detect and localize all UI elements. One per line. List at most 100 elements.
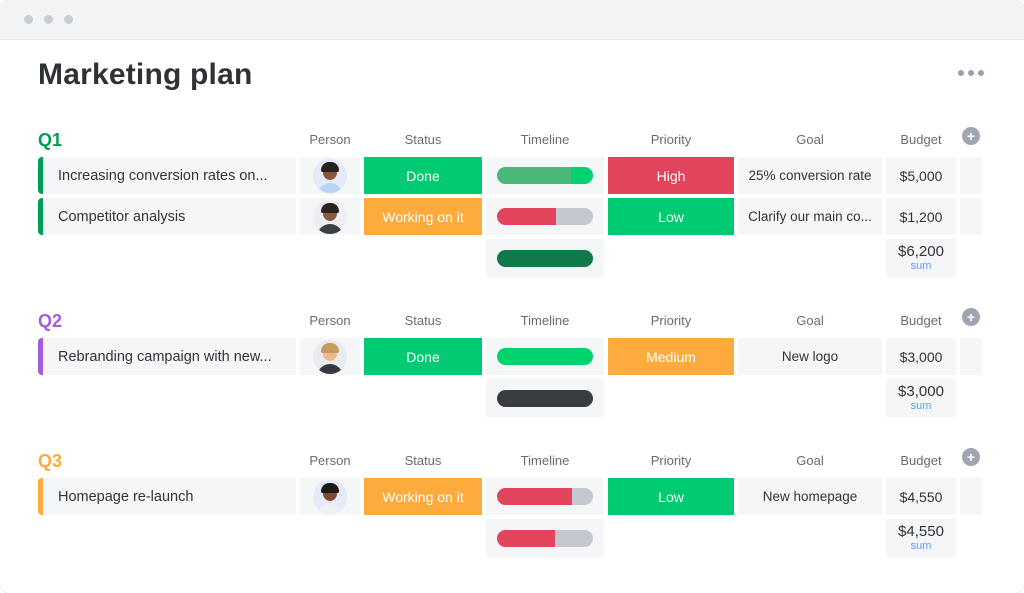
group-header-row: Q1 Person Status Timeline Priority Goal … (38, 122, 984, 150)
column-header-priority: Priority (650, 453, 692, 468)
priority-cell[interactable]: Medium (608, 338, 734, 375)
plus-icon: + (966, 448, 976, 465)
add-column-button[interactable]: + (962, 307, 980, 326)
person-cell[interactable] (300, 478, 360, 515)
timeline-cell[interactable] (486, 157, 604, 194)
column-header-timeline: Timeline (520, 132, 570, 147)
status-cell[interactable]: Done (364, 157, 482, 194)
task-name: Rebranding campaign with new... (58, 348, 272, 365)
empty-cell (960, 157, 982, 194)
task-row[interactable]: Homepage re-launch Working on it Low New… (38, 478, 984, 515)
ellipsis-dot-icon (958, 70, 964, 76)
task-name-cell[interactable]: Homepage re-launch (38, 478, 296, 515)
avatar (313, 339, 347, 374)
timeline-cell[interactable] (486, 338, 604, 375)
column-header-priority: Priority (650, 132, 692, 147)
column-header-status: Status (404, 132, 442, 147)
priority-cell[interactable]: High (608, 157, 734, 194)
timeline-cell[interactable] (486, 478, 604, 515)
timeline-summary-cell[interactable] (486, 519, 604, 557)
avatar-body (317, 223, 343, 234)
empty-cell (960, 478, 982, 515)
task-name-cell[interactable]: Rebranding campaign with new... (38, 338, 296, 375)
budget-cell[interactable]: $3,000 (886, 338, 956, 375)
budget-sum-value: $4,550 (898, 522, 944, 540)
budget-sum-value: $6,200 (898, 242, 944, 260)
person-cell[interactable] (300, 198, 360, 235)
ellipsis-dot-icon (968, 70, 974, 76)
timeline-summary-bar (497, 529, 593, 547)
window-titlebar (0, 0, 1024, 40)
person-cell[interactable] (300, 157, 360, 194)
column-header-priority: Priority (650, 313, 692, 328)
goal-cell[interactable]: 25% conversion rate (738, 157, 882, 194)
task-name: Homepage re-launch (58, 488, 194, 505)
plus-icon: + (966, 308, 976, 325)
goal-cell[interactable]: New logo (738, 338, 882, 375)
column-header-budget: Budget (900, 313, 942, 328)
status-cell[interactable]: Done (364, 338, 482, 375)
avatar-hair (321, 482, 339, 493)
status-cell[interactable]: Working on it (364, 478, 482, 515)
board-menu-button[interactable] (958, 70, 984, 76)
column-header-goal: Goal (796, 132, 824, 147)
goal-cell[interactable]: Clarify our main co... (738, 198, 882, 235)
group-summary-row: $3,000 sum (38, 379, 984, 417)
budget-cell[interactable]: $5,000 (886, 157, 956, 194)
timeline-summary-bar (497, 389, 593, 407)
priority-cell[interactable]: Low (608, 478, 734, 515)
avatar-body (317, 182, 343, 193)
budget-cell[interactable]: $1,200 (886, 198, 956, 235)
timeline-bar (497, 167, 593, 184)
budget-sum-cell[interactable]: $4,550 sum (886, 519, 956, 557)
timeline-bar (497, 348, 593, 365)
column-header-budget: Budget (900, 453, 942, 468)
column-header-person: Person (309, 453, 351, 468)
group-header-row: Q3 Person Status Timeline Priority Goal … (38, 443, 984, 471)
budget-cell[interactable]: $4,550 (886, 478, 956, 515)
sum-label: sum (910, 540, 932, 553)
add-column-button[interactable]: + (962, 447, 980, 466)
status-cell[interactable]: Working on it (364, 198, 482, 235)
goal-cell[interactable]: New homepage (738, 478, 882, 515)
task-name-cell[interactable]: Increasing conversion rates on... (38, 157, 296, 194)
avatar-hair (321, 342, 339, 353)
group-q2: Q2 Person Status Timeline Priority Goal … (38, 303, 984, 417)
avatar (313, 479, 347, 514)
column-header-person: Person (309, 132, 351, 147)
timeline-summary-cell[interactable] (486, 239, 604, 277)
timeline-summary-bar (497, 249, 593, 267)
group-title[interactable]: Q1 (38, 130, 63, 150)
task-name-cell[interactable]: Competitor analysis (38, 198, 296, 235)
task-row[interactable]: Rebranding campaign with new... Done Med… (38, 338, 984, 375)
sum-label: sum (910, 260, 932, 273)
board-content: Marketing plan Q1 Person Status Timeline… (0, 58, 1024, 557)
task-row[interactable]: Competitor analysis Working on it Low Cl… (38, 198, 984, 235)
priority-cell[interactable]: Low (608, 198, 734, 235)
group-title[interactable]: Q3 (38, 451, 63, 471)
group-title[interactable]: Q2 (38, 311, 63, 331)
timeline-summary-cell[interactable] (486, 379, 604, 417)
group-summary-row: $6,200 sum (38, 239, 984, 277)
page-title: Marketing plan (38, 58, 253, 91)
person-cell[interactable] (300, 338, 360, 375)
column-header-status: Status (404, 313, 442, 328)
empty-cell (960, 198, 982, 235)
avatar-hair (321, 202, 339, 213)
budget-sum-value: $3,000 (898, 382, 944, 400)
column-header-goal: Goal (796, 453, 824, 468)
avatar-body (317, 363, 343, 374)
task-name: Competitor analysis (58, 208, 186, 225)
group-q1: Q1 Person Status Timeline Priority Goal … (38, 122, 984, 277)
group-summary-row: $4,550 sum (38, 519, 984, 557)
budget-sum-cell[interactable]: $6,200 sum (886, 239, 956, 277)
task-row[interactable]: Increasing conversion rates on... Done H… (38, 157, 984, 194)
column-header-person: Person (309, 313, 351, 328)
plus-icon: + (966, 127, 976, 144)
sum-label: sum (910, 400, 932, 413)
add-column-button[interactable]: + (962, 126, 980, 145)
avatar (313, 199, 347, 234)
timeline-cell[interactable] (486, 198, 604, 235)
budget-sum-cell[interactable]: $3,000 sum (886, 379, 956, 417)
